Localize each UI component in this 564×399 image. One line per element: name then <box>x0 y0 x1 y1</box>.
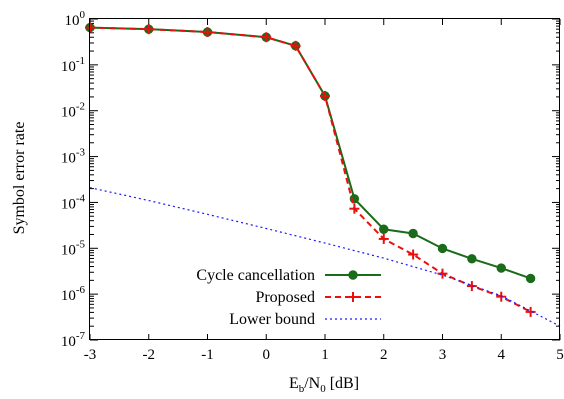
x-axis-title-main: E <box>289 375 299 392</box>
legend-label: Cycle cancellation <box>196 267 315 284</box>
data-point <box>348 292 358 302</box>
y-tick-label: 10-2 <box>61 101 85 121</box>
legend-label: Lower bound <box>229 311 315 328</box>
data-point <box>349 203 360 214</box>
data-point <box>466 281 477 292</box>
x-tick-label: -2 <box>143 347 156 363</box>
series-layer <box>85 22 561 327</box>
y-tick-label: 10-4 <box>61 192 86 212</box>
data-point <box>202 27 213 38</box>
x-tick-label: 4 <box>498 347 506 363</box>
data-point <box>525 306 536 317</box>
x-tick-label: -3 <box>84 347 97 363</box>
data-point <box>408 228 418 239</box>
x-axis-title-unit: [dB] <box>326 375 359 392</box>
data-point <box>290 40 301 51</box>
x-axis-title-slash: /N <box>304 375 320 392</box>
y-tick-label: 10-3 <box>61 147 86 167</box>
data-point <box>496 263 506 273</box>
plot-frame <box>89 18 560 340</box>
y-tick-label: 10-7 <box>61 330 86 350</box>
x-tick-label: 3 <box>439 347 447 363</box>
x-tick-label: -1 <box>201 347 214 363</box>
x-tick-label: 2 <box>380 347 388 363</box>
data-point <box>467 254 477 264</box>
y-tick-label: 10-1 <box>61 55 85 75</box>
data-point <box>348 270 358 280</box>
x-axis-title-sub-0: 0 <box>320 383 326 395</box>
x-tick-label: 0 <box>263 347 271 363</box>
data-point <box>378 233 389 244</box>
ticks-layer: -3 -2 -1 0 1 2 3 4 5 100 10-1 10-2 10-3 10-4 10-5 10-6 1… <box>61 9 564 363</box>
y-axis-title: Symbol error rate <box>11 122 28 235</box>
data-point <box>437 268 448 279</box>
data-point <box>408 249 419 260</box>
series-line <box>89 26 531 280</box>
y-tick-label: 10-6 <box>61 284 86 304</box>
x-axis-title-sub-b: b <box>299 383 305 395</box>
data-point <box>320 90 330 101</box>
series-line <box>89 187 561 327</box>
data-point <box>437 243 448 254</box>
series-2 <box>89 187 561 327</box>
x-axis-title: Eb/N0 [dB] <box>289 375 359 395</box>
data-point <box>525 273 536 284</box>
legend-label: Proposed <box>255 289 315 306</box>
data-point <box>261 32 272 43</box>
y-tick-label: 100 <box>65 9 86 29</box>
data-point <box>143 24 154 35</box>
legend: Cycle cancellation Proposed Lower bound <box>196 267 381 328</box>
x-tick-label: 5 <box>556 347 564 363</box>
series-0 <box>85 22 536 284</box>
data-point <box>379 224 389 234</box>
data-point <box>496 291 507 302</box>
y-tick-label: 10-5 <box>61 238 86 258</box>
x-tick-label: 1 <box>321 347 329 363</box>
